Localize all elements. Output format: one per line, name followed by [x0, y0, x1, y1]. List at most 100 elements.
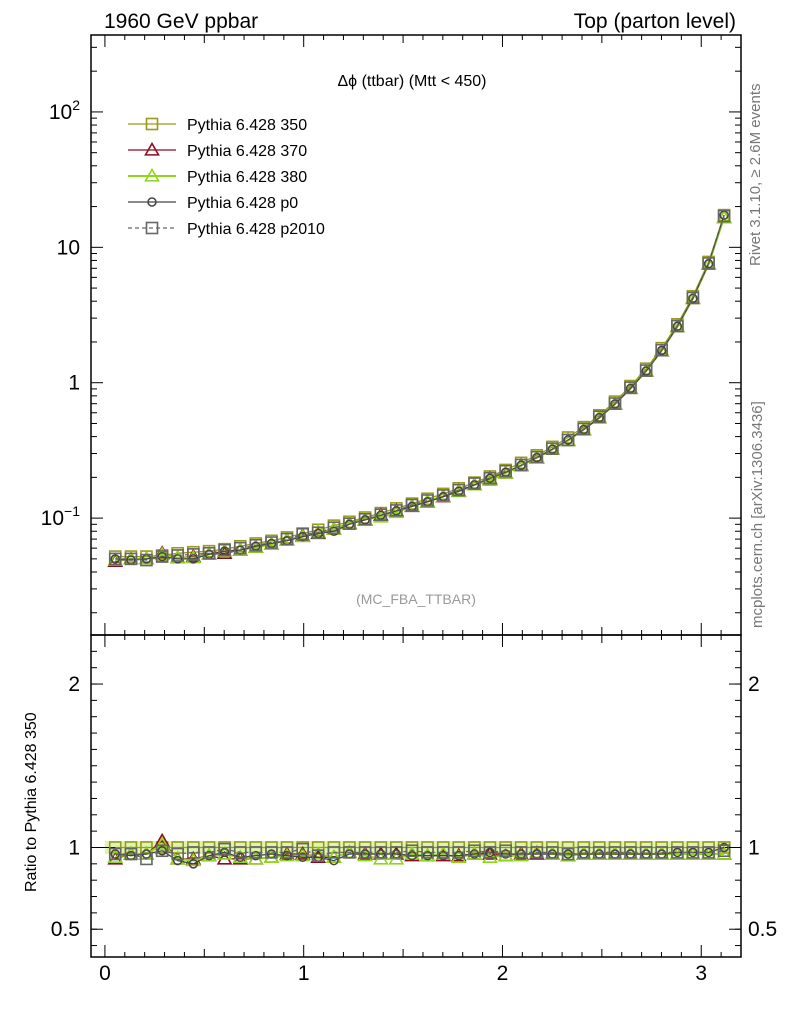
legend-label-p370: Pythia 6.428 370 — [187, 143, 307, 160]
ratio-point-p0 — [204, 850, 214, 861]
y-axis-ticks: 10−1 1 10 102 — [41, 35, 741, 635]
main-point-p0 — [672, 321, 683, 332]
main-point-p0 — [610, 399, 620, 409]
ratio-point-p2010 — [327, 846, 341, 859]
x-tick-label: 2 — [497, 962, 509, 985]
main-point-p2010 — [296, 527, 309, 541]
main-line-p0 — [115, 214, 725, 561]
ratio-point-p2010 — [468, 844, 481, 858]
ratio-point-p2010 — [358, 846, 372, 859]
main-point-p0 — [688, 293, 698, 304]
ratio-point-p2010 — [140, 852, 153, 866]
ratio-point-p2010 — [187, 846, 200, 859]
legend-marker-p350 — [145, 117, 159, 131]
main-point-p2010 — [343, 517, 356, 530]
main-point-p0 — [547, 444, 558, 454]
ratio-point-p2010 — [405, 844, 419, 858]
main-point-p2010 — [202, 546, 216, 560]
main-point-p0 — [329, 526, 339, 536]
ratio-point-p2010 — [483, 846, 497, 859]
ratio-point-p370 — [107, 850, 124, 865]
legend-marker-p370 — [144, 141, 160, 156]
legend-label-p380: Pythia 6.428 380 — [187, 169, 307, 186]
rivet-version-label: Rivet 3.1.10, ≥ 2.6M events — [747, 84, 764, 267]
y-tick-label: 102 — [49, 97, 80, 124]
ratio-series-layer — [107, 832, 732, 869]
ratio-point-p350 — [561, 841, 575, 854]
main-line-p350 — [115, 214, 725, 558]
ratio-point-p2010 — [436, 846, 450, 859]
x-tick-label: 1 — [298, 962, 310, 985]
ratio-point-p380 — [716, 845, 732, 860]
ratio-point-p2010 — [265, 846, 278, 859]
ratio-point-p2010 — [390, 846, 403, 859]
main-point-p2010 — [374, 508, 388, 521]
ratio-point-p0 — [719, 842, 729, 853]
main-point-p2010 — [280, 532, 294, 546]
ratio-point-p2010 — [624, 846, 637, 859]
ratio-point-p0 — [157, 846, 167, 856]
main-point-p2010 — [155, 550, 169, 563]
ratio-y-tick-label: 2 — [68, 673, 80, 696]
x-tick-label: 0 — [99, 962, 111, 985]
ratio-point-p2010 — [561, 847, 575, 861]
ratio-y-tick-label: 1 — [68, 836, 80, 859]
ratio-point-p2010 — [499, 844, 512, 858]
main-point-p2010 — [514, 458, 528, 472]
main-point-p2010 — [358, 513, 372, 526]
ratio-point-p2010 — [155, 844, 169, 858]
main-point-p2010 — [468, 477, 481, 490]
main-point-p0 — [532, 452, 542, 463]
y-tick-label-exponent: −1 — [64, 503, 80, 519]
ratio-y-axis-label: Ratio to Pythia 6.428 350 — [23, 712, 40, 892]
ratio-point-p2010 — [311, 849, 325, 862]
ratio-y-tick-label-right: 0.5 — [748, 918, 777, 941]
legend-label-p0: Pythia 6.428 p0 — [187, 195, 298, 212]
main-point-p2010 — [108, 552, 122, 566]
ratio-point-p0 — [672, 847, 683, 858]
ratio-point-p2010 — [249, 846, 263, 859]
ratio-point-p2010 — [639, 846, 653, 859]
legend-marker-p2010 — [145, 221, 159, 235]
ratio-y-tick-label: 0.5 — [51, 918, 80, 941]
ratio-point-p2010 — [171, 847, 184, 861]
ratio-point-p2010 — [452, 846, 466, 859]
ratio-y-tick-label-right: 2 — [748, 673, 760, 696]
main-point-p2010 — [187, 548, 200, 561]
ratio-point-p2010 — [280, 846, 294, 859]
main-point-p0 — [485, 473, 495, 483]
main-series-p2010 — [108, 209, 731, 567]
ratio-line-p0 — [115, 846, 725, 865]
ratio-axis-ticks: 0.5 0.5 1 1 2 2 0 1 2 3 — [51, 635, 777, 985]
ratio-point-p0 — [297, 852, 308, 863]
legend-label-p350: Pythia 6.428 350 — [187, 117, 307, 134]
main-point-p2010 — [233, 541, 247, 555]
main-point-p2010 — [608, 397, 622, 410]
main-point-p0 — [563, 435, 573, 445]
ratio-point-p380 — [185, 852, 202, 867]
ratio-point-p2010 — [686, 846, 700, 859]
main-point-p2010 — [405, 498, 419, 512]
ratio-point-p0 — [172, 855, 183, 866]
main-point-p2010 — [717, 209, 731, 223]
legend-marker-p0 — [147, 197, 157, 207]
main-point-p2010 — [483, 471, 497, 485]
legend-marker-p380 — [144, 167, 160, 182]
y-tick-label: 1 — [68, 372, 80, 395]
ratio-point-p2010 — [655, 846, 668, 859]
main-panel: 10−1 1 10 102 Δϕ (ttbar) (Mtt < 450) (MC_FB… — [41, 34, 742, 636]
main-line-p370 — [115, 217, 725, 562]
main-point-p2010 — [140, 553, 153, 567]
plot-title: Δϕ (ttbar) (Mtt < 450) — [337, 73, 486, 90]
mcplots-label: mcplots.cern.ch [arXiv:1306.3436] — [749, 401, 766, 628]
ratio-plot-frame — [90, 634, 742, 958]
ratio-point-p2010 — [577, 846, 591, 859]
ratio-point-p2010 — [592, 846, 606, 859]
main-line-p2010 — [115, 215, 725, 561]
main-point-p2010 — [124, 552, 138, 566]
ratio-point-p380 — [482, 849, 498, 863]
y-tick-label: 10 — [57, 236, 80, 259]
ratio-point-p350 — [124, 841, 138, 854]
main-point-p2010 — [702, 257, 715, 270]
main-point-p2010 — [311, 526, 325, 540]
